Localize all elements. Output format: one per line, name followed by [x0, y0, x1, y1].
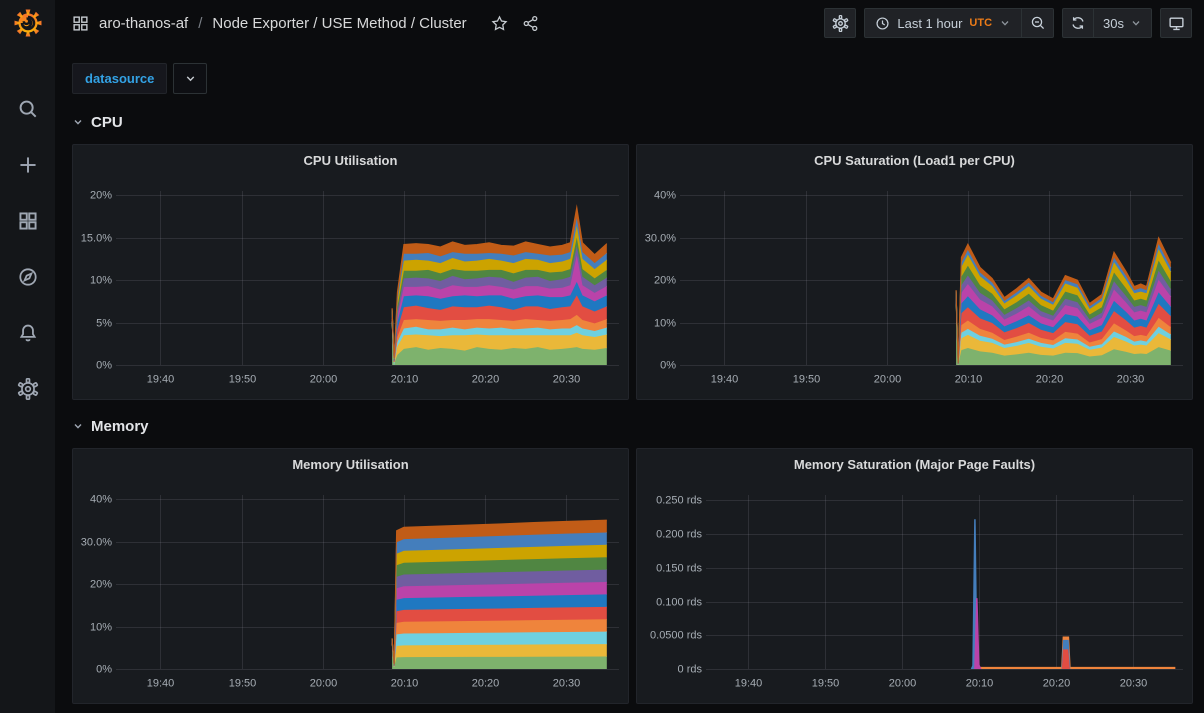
datasource-variable-dropdown-button[interactable] — [173, 63, 207, 94]
sidebar-nav — [0, 92, 55, 406]
chevron-down-icon — [1130, 17, 1142, 29]
grafana-dashboard: aro-thanos-af / Node Exporter / USE Meth… — [0, 0, 1204, 713]
plus-icon[interactable] — [11, 148, 45, 182]
memory-saturation-chart[interactable] — [637, 479, 1192, 703]
star-icon[interactable] — [491, 15, 508, 32]
dashboard-toolbar: Last 1 hour UTC 30 — [824, 8, 1192, 38]
alerting-bell-icon[interactable] — [11, 316, 45, 350]
dashboards-icon[interactable] — [11, 204, 45, 238]
grafana-logo-icon[interactable] — [0, 0, 55, 46]
cpu-utilisation-chart[interactable] — [73, 175, 628, 399]
time-range-picker[interactable]: Last 1 hour UTC — [864, 8, 1022, 38]
chevron-down-icon — [184, 72, 197, 85]
section-label: CPU — [91, 114, 123, 131]
datasource-variable-label: datasource — [85, 71, 154, 86]
refresh-interval-picker[interactable]: 30s — [1094, 8, 1152, 38]
submenu: datasource — [72, 63, 207, 94]
breadcrumb-dashboard-title: Node Exporter / USE Method / Cluster — [212, 15, 466, 32]
panel-title[interactable]: CPU Saturation (Load1 per CPU) — [637, 145, 1192, 175]
chevron-down-icon — [72, 116, 84, 128]
chevron-down-icon — [999, 17, 1011, 29]
zoom-out-time-button[interactable] — [1022, 8, 1054, 38]
time-range-label: Last 1 hour — [897, 16, 962, 31]
clock-icon — [875, 16, 890, 31]
panel-memory-utilisation: Memory Utilisation — [72, 448, 629, 704]
panel-title[interactable]: Memory Utilisation — [73, 449, 628, 479]
breadcrumb-folder[interactable]: aro-thanos-af — [99, 15, 188, 32]
search-icon[interactable] — [11, 92, 45, 126]
kiosk-mode-button[interactable] — [1160, 8, 1192, 38]
explore-compass-icon[interactable] — [11, 260, 45, 294]
breadcrumb-separator: / — [198, 15, 202, 32]
dashboard-grid-icon — [72, 15, 89, 32]
time-picker-group: Last 1 hour UTC — [864, 8, 1054, 38]
refresh-interval-label: 30s — [1103, 16, 1124, 31]
refresh-icon[interactable] — [1062, 8, 1094, 38]
breadcrumb: aro-thanos-af / Node Exporter / USE Meth… — [72, 15, 539, 32]
panel-memory-saturation: Memory Saturation (Major Page Faults) — [636, 448, 1193, 704]
top-bar: aro-thanos-af / Node Exporter / USE Meth… — [55, 0, 1204, 46]
panel-cpu-utilisation: CPU Utilisation — [72, 144, 629, 400]
panel-title[interactable]: CPU Utilisation — [73, 145, 628, 175]
dashboard-settings-button[interactable] — [824, 8, 856, 38]
chevron-down-icon — [72, 420, 84, 432]
configuration-gear-icon[interactable] — [11, 372, 45, 406]
section-header-memory[interactable]: Memory — [72, 415, 149, 437]
refresh-group: 30s — [1062, 8, 1152, 38]
section-header-cpu[interactable]: CPU — [72, 111, 123, 133]
datasource-variable-chip[interactable]: datasource — [72, 63, 167, 94]
share-icon[interactable] — [522, 15, 539, 32]
panel-title[interactable]: Memory Saturation (Major Page Faults) — [637, 449, 1192, 479]
timezone-label: UTC — [969, 17, 992, 29]
section-label: Memory — [91, 418, 149, 435]
cpu-saturation-chart[interactable] — [637, 175, 1192, 399]
panel-cpu-saturation: CPU Saturation (Load1 per CPU) — [636, 144, 1193, 400]
memory-utilisation-chart[interactable] — [73, 479, 628, 703]
sidebar — [0, 0, 55, 713]
